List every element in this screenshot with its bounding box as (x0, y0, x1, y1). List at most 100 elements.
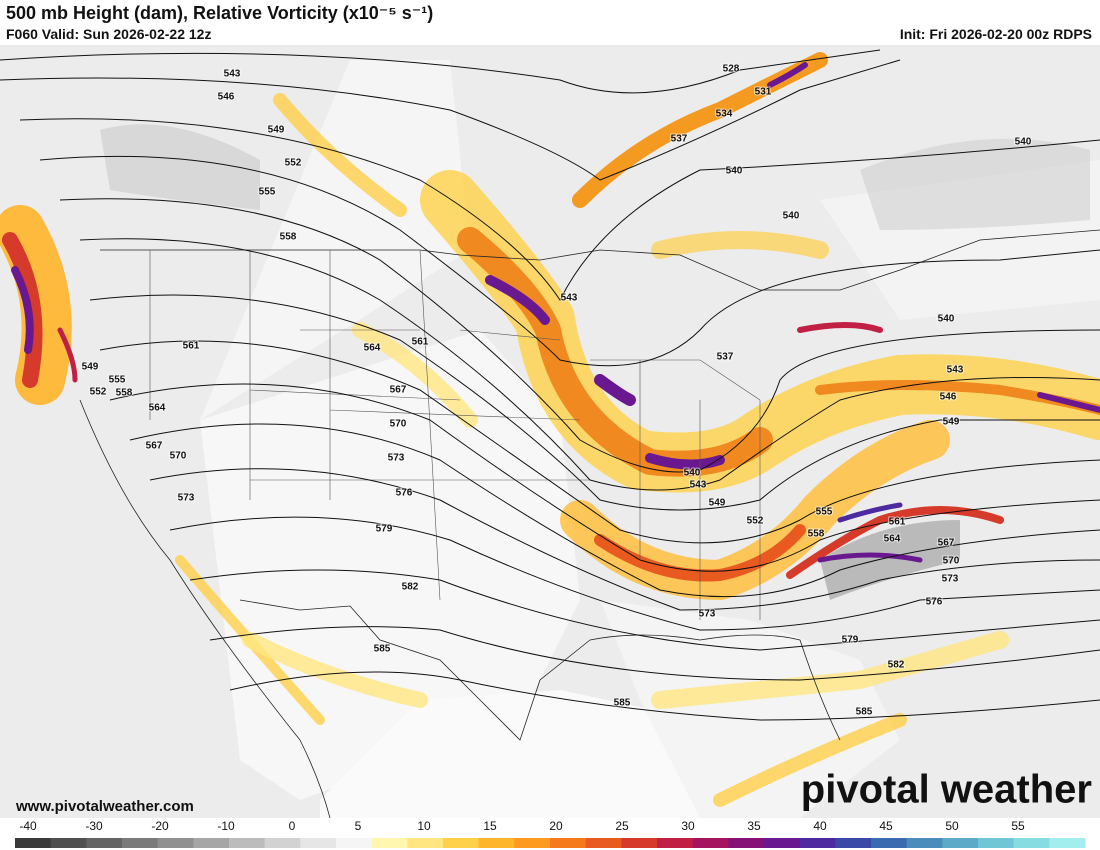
colorbar: -40 -30 -20 -10 0 5 10 15 20 25 30 35 40 45 50 55 (15, 819, 1086, 848)
colorbar-tick-label: 0 (289, 819, 296, 833)
colorbar-tick-label: -10 (217, 819, 235, 833)
colorbar-tick-label: 25 (615, 819, 629, 833)
colorbar-segment (336, 838, 373, 848)
contour-label: 570 (390, 419, 407, 430)
contour-label: 561 (183, 341, 200, 352)
contour-label: 573 (388, 453, 405, 464)
calm-region (200, 60, 470, 420)
calm-region (320, 690, 760, 818)
negative-vorticity (100, 124, 260, 210)
colorbar-tick-label: 30 (681, 819, 695, 833)
colorbar-segment (1049, 838, 1086, 848)
colorbar-tick-label: 20 (549, 819, 563, 833)
contour-label: 534 (716, 109, 733, 120)
colorbar-tick-label: 45 (879, 819, 893, 833)
contour-label: 564 (884, 534, 901, 545)
contour-label: 573 (699, 609, 716, 620)
contour-label: 582 (888, 660, 905, 671)
contour-label: 585 (614, 698, 631, 709)
contour-label: 585 (856, 707, 873, 718)
colorbar-tick-label: 50 (945, 819, 959, 833)
colorbar-segment (193, 838, 230, 848)
vorticity-swaths (0, 52, 1100, 807)
negative-vorticity (820, 520, 960, 600)
colorbar-segment (443, 838, 480, 848)
colorbar-segment (50, 838, 87, 848)
contour-label: 546 (218, 92, 235, 103)
contour-label: 540 (684, 468, 701, 479)
contour-label: 552 (90, 387, 107, 398)
valid-time: F060 Valid: Sun 2026-02-22 12z (6, 26, 212, 42)
colorbar-tick-label: 55 (1011, 819, 1025, 833)
colorbar-segment (621, 838, 658, 848)
contour-label: 549 (709, 498, 726, 509)
colorbar-segment (585, 838, 622, 848)
contour-label: 570 (170, 451, 187, 462)
contour-label: 561 (889, 517, 906, 528)
calm-region (200, 330, 580, 800)
contour-label: 540 (938, 314, 955, 325)
contour-label: 558 (808, 529, 825, 540)
contour-label: 573 (178, 493, 195, 504)
contour-label: 543 (947, 365, 964, 376)
contour-label: 567 (938, 538, 955, 549)
contour-label: 531 (755, 87, 772, 98)
colorbar-segment (407, 838, 444, 848)
colorbar-segment (550, 838, 587, 848)
contour-label: 543 (224, 69, 241, 80)
contour-label: 564 (364, 343, 381, 354)
contour-label: 543 (561, 293, 578, 304)
colorbar-segment (692, 838, 729, 848)
contour-label: 555 (816, 507, 833, 518)
colorbar-segment (157, 838, 194, 848)
init-time: Init: Fri 2026-02-20 00z RDPS (899, 26, 1092, 42)
map-field: pivotal weather www.pivotalweather.com 5… (0, 45, 1100, 818)
contour-label: 540 (1015, 137, 1032, 148)
contour-label: 549 (943, 417, 960, 428)
colorbar-segment (764, 838, 801, 848)
colorbar-segment (835, 838, 872, 848)
colorbar-segment (657, 838, 694, 848)
contour-label: 543 (690, 480, 707, 491)
contour-label: 558 (280, 232, 297, 243)
colorbar-segment (514, 838, 551, 848)
contour-label: 549 (82, 362, 99, 373)
colorbar-segment (906, 838, 943, 848)
colorbar-segment (300, 838, 337, 848)
contour-label: 546 (940, 392, 957, 403)
contour-label: 567 (390, 385, 407, 396)
contour-label: 540 (726, 166, 743, 177)
map-title: 500 mb Height (dam), Relative Vorticity … (6, 3, 434, 23)
colorbar-segment (264, 838, 301, 848)
colorbar-segment (371, 838, 408, 848)
contour-label: 570 (943, 556, 960, 567)
watermark: pivotal weather (801, 768, 1092, 812)
colorbar-segment (728, 838, 765, 848)
contour-label: 576 (926, 597, 943, 608)
colorbar-segment (942, 838, 979, 848)
colorbar-tick-label: 5 (355, 819, 362, 833)
colorbar-tick-label: 10 (417, 819, 431, 833)
colorbar-tick-label: -20 (151, 819, 169, 833)
colorbar-segment (86, 838, 123, 848)
colorbar-tick-label: 15 (483, 819, 497, 833)
contour-label: 558 (116, 388, 133, 399)
colorbar-segment (15, 838, 52, 848)
contour-label: 567 (146, 441, 163, 452)
colorbar-segment (978, 838, 1015, 848)
contour-label: 552 (285, 158, 302, 169)
colorbar-tick-label: -40 (19, 819, 37, 833)
contour-label: 573 (942, 574, 959, 585)
contour-label: 564 (149, 403, 166, 414)
source-url: www.pivotalweather.com (15, 798, 194, 815)
contour-label: 537 (671, 134, 688, 145)
colorbar-segment (478, 838, 515, 848)
contour-label: 555 (259, 187, 276, 198)
negative-vorticity (860, 138, 1090, 230)
contour-label: 585 (374, 644, 391, 655)
colorbar-segment (1013, 838, 1050, 848)
colorbar-segment (122, 838, 159, 848)
colorbar-tick-label: 35 (747, 819, 761, 833)
